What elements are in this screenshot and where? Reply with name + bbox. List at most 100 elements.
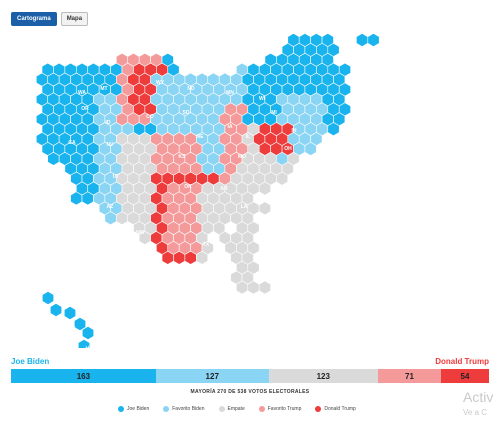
legend-label: Empate [227,406,245,412]
state-label: NC [344,210,352,216]
state-label: CT [415,128,422,134]
legend-label: Favorito Trump [267,406,302,412]
legend-dot-icon [218,406,225,412]
legend-label: Donald Trump [324,406,356,412]
electoral-vote-bar: 163 127 123 71 54 [11,369,489,383]
legend: Joe Biden Favorito Biden Empate Favorito… [118,406,356,412]
state-label: ND [187,86,195,92]
state-label: AR [220,186,228,192]
state-label: AL [259,256,266,262]
candidate-trump-label: Donald Trump [435,357,489,366]
hex-cell [184,250,197,265]
state-label: MS [282,238,290,244]
hex-cell [367,33,380,47]
hex-cell [47,151,60,166]
hex-cell [356,33,369,47]
state-label: TN [319,184,326,190]
state-label: PA [353,164,360,170]
hex-cell [63,306,77,320]
tab-mapa[interactable]: Mapa [60,12,89,26]
hex-cell [304,141,317,156]
state-label: SC [345,204,352,210]
state-label: WV [320,186,329,192]
state-label: IA [228,124,233,130]
state-label: ID [106,120,111,126]
state-label: HI [86,346,92,348]
legend-dot-icon [118,406,124,412]
state-label: NY [395,112,403,118]
state-label: CO [146,114,154,120]
bar-segment-trump: 54 [441,369,489,383]
state-label: DC [388,186,396,192]
hex-cell [70,191,83,206]
candidate-biden-label: Joe Biden [11,357,50,366]
hex-cell [81,326,95,340]
state-label: MN [226,90,234,96]
hex-cell [258,201,271,216]
state-label: VT [397,64,403,70]
state-label: MT [100,86,107,92]
state-label: FL [297,298,303,304]
legend-label: Favorito Biden [172,406,205,412]
hex-cell [258,280,271,295]
state-label: TX [203,242,210,248]
state-label: AZ [107,204,114,210]
view-tabs: Cartograma Mapa [11,12,89,26]
state-label: NJ [395,152,402,158]
tab-cartograma[interactable]: Cartograma [11,12,57,26]
state-label: NV [107,142,115,148]
bar-segment-lean-trump: 71 [377,369,441,383]
hex-cell [104,211,117,226]
state-label: OK [184,184,192,190]
legend-item-trump: Donald Trump [315,406,356,412]
state-label: KY [297,174,305,180]
state-label: DE [415,172,423,178]
bar-value-biden: 163 [76,371,91,381]
state-label: LA [241,204,248,210]
state-label: GA [316,254,324,260]
state-label: NM [136,230,144,236]
bar-value-lean-biden: 127 [205,371,219,381]
hex-cell [73,317,87,331]
legend-label: Joe Biden [127,406,150,412]
bar-segment-tie: 123 [268,369,378,383]
activation-watermark-sub: Ve a C [463,408,488,417]
hex-cell [196,250,209,265]
bar-value-trump: 54 [460,371,470,381]
hex-cell [161,250,174,265]
state-label: NE [197,134,205,140]
hex-cell [173,250,186,265]
state-label: UT [113,174,120,180]
state-label: RI [434,120,440,126]
activation-watermark: Activ [463,389,494,405]
legend-dot-icon [163,406,170,412]
hex-cell [116,211,129,226]
state-label: IN [292,128,297,134]
legend-item-tie: Empate [218,406,245,412]
state-label: VA [371,190,378,196]
state-label: AK [68,326,76,332]
state-label: IL [246,134,250,140]
hex-cell [236,280,249,295]
state-label: MO [238,154,246,160]
state-label: MI [271,110,277,116]
bar-value-lean-trump: 71 [405,371,414,381]
state-label: KS [179,154,187,160]
state-label: MA [424,86,432,92]
state-label: WA [78,90,86,96]
hex-cell [247,280,260,295]
state-label: ME [448,62,456,68]
hex-cell [327,122,340,137]
state-label: WI [259,96,266,102]
state-label: NH [416,70,424,76]
state-label: SD [183,110,190,116]
hex-cell [81,191,94,206]
legend-item-lean-biden: Favorito Biden [163,406,205,412]
state-label: OH [284,146,292,152]
hex-cell [77,339,91,348]
legend-item-biden: Joe Biden [118,406,149,412]
hex-cell [41,291,55,305]
legend-dot-icon [258,406,265,412]
bar-segment-biden: 163 [11,369,156,383]
legend-dot-icon [315,406,322,412]
